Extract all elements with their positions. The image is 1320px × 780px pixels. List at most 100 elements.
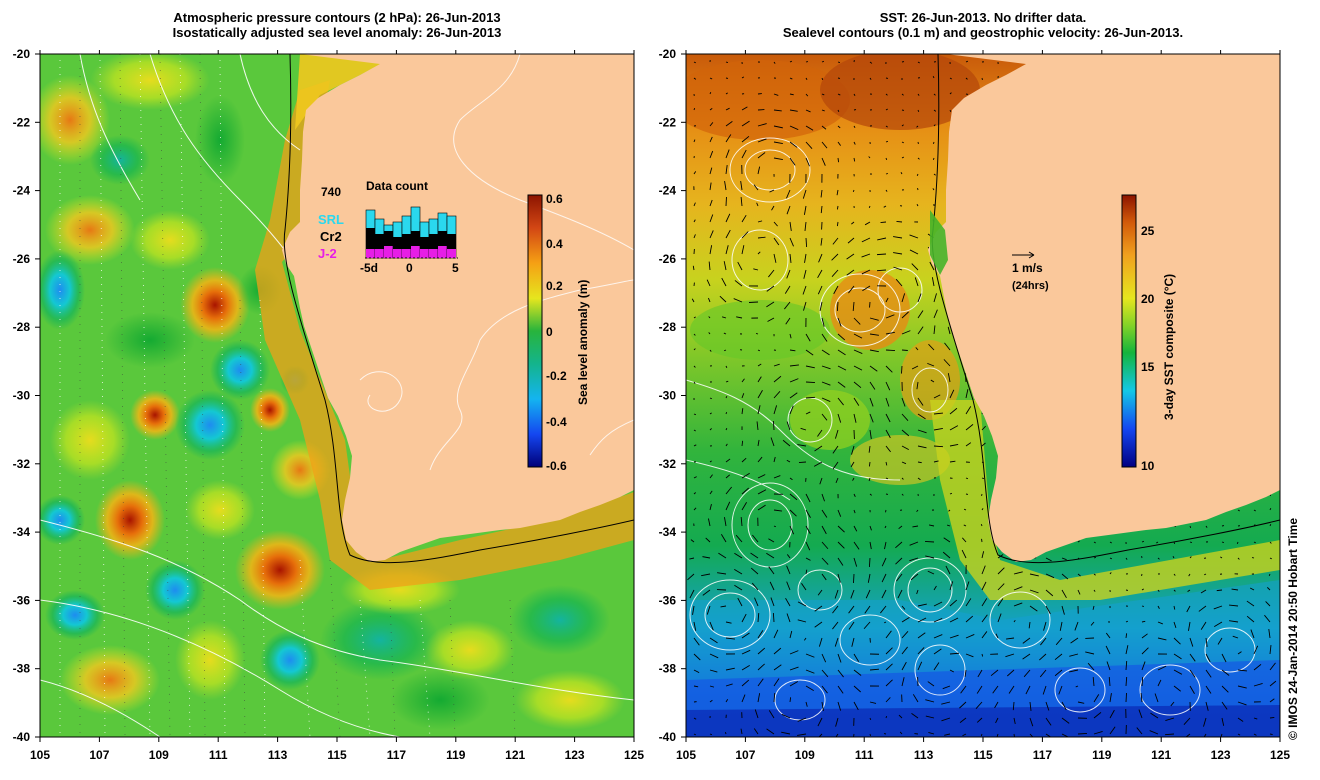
velocity-vector — [709, 685, 715, 688]
velocity-vector — [901, 141, 904, 144]
y-tick-label: -24 — [13, 184, 31, 198]
x-tick-label: 119 — [1092, 748, 1112, 762]
velocity-vector — [1125, 676, 1128, 687]
velocity-vector — [1203, 733, 1207, 737]
velocity-vector — [757, 166, 761, 175]
velocity-vector — [701, 573, 711, 577]
velocity-vector — [740, 181, 743, 191]
velocity-vector — [725, 396, 728, 399]
data-count-xtick-5: 5 — [452, 261, 459, 275]
velocity-vector — [1253, 733, 1257, 736]
velocity-vector — [821, 125, 827, 130]
velocity-vector — [1156, 541, 1159, 544]
velocity-vector — [1205, 669, 1212, 678]
velocity-vector — [741, 440, 744, 447]
velocity-vector — [1229, 620, 1239, 623]
velocity-vector — [853, 333, 863, 339]
velocity-vector — [1043, 621, 1047, 631]
velocity-vector — [1173, 605, 1176, 610]
velocity-vector — [773, 678, 780, 687]
velocity-vector — [948, 509, 951, 512]
velocity-vector — [1236, 541, 1239, 545]
velocity-vector — [725, 667, 735, 671]
velocity-vector — [910, 573, 919, 581]
velocity-vector — [814, 621, 823, 628]
velocity-vector — [1077, 589, 1081, 595]
velocity-vector — [707, 518, 711, 527]
velocity-vector — [785, 597, 791, 607]
velocity-vector — [693, 413, 697, 416]
velocity-vector — [916, 381, 919, 390]
velocity-vector — [853, 685, 862, 693]
velocity-vector — [901, 616, 910, 623]
velocity-vector — [1039, 653, 1047, 661]
velocity-vector — [836, 221, 839, 227]
velocity-vector — [947, 524, 951, 527]
velocity-vector — [995, 633, 999, 639]
y-tick-label: -20 — [659, 47, 677, 61]
velocity-vector — [821, 157, 826, 166]
velocity-vector — [868, 445, 871, 453]
velocity-vector — [805, 93, 809, 97]
velocity-vector — [757, 612, 760, 623]
velocity-vector — [853, 141, 856, 145]
velocity-vector — [864, 221, 871, 226]
velocity-vector — [901, 677, 905, 687]
velocity-vector — [1061, 717, 1070, 724]
velocity-vector — [725, 486, 733, 495]
velocity-vector — [773, 221, 778, 227]
velocity-vector — [933, 141, 935, 145]
velocity-vector — [864, 605, 871, 614]
velocity-vector — [721, 316, 727, 319]
velocity-vector — [884, 621, 887, 624]
velocity-vector — [1237, 509, 1240, 512]
velocity-vector — [741, 649, 751, 655]
velocity-vector — [932, 188, 935, 191]
velocity-vector — [901, 493, 904, 496]
velocity-vector — [869, 413, 874, 423]
velocity-vector — [961, 537, 967, 543]
velocity-vector — [911, 712, 919, 719]
velocity-vector — [837, 701, 842, 711]
velocity-vector — [755, 333, 759, 335]
velocity-vector — [741, 502, 747, 511]
velocity-vector — [893, 252, 903, 255]
velocity-vector — [853, 733, 855, 737]
velocity-vector — [1200, 589, 1207, 594]
y-tick-label: -32 — [659, 457, 677, 471]
velocity-vector — [741, 472, 750, 479]
velocity-vector — [901, 477, 904, 480]
velocity-vector — [1061, 605, 1065, 615]
velocity-vector — [821, 60, 825, 63]
velocity-vector — [1077, 573, 1081, 577]
velocity-vector — [835, 733, 839, 737]
velocity-vector — [1213, 605, 1223, 610]
velocity-vector — [1186, 605, 1191, 613]
velocity-vector — [1200, 621, 1207, 630]
velocity-vector — [1005, 653, 1015, 658]
velocity-vector — [853, 157, 856, 162]
velocity-vector — [1141, 661, 1146, 671]
x-tick-label: 123 — [1211, 748, 1231, 762]
velocity-vector — [818, 637, 823, 647]
velocity-vector — [837, 509, 842, 517]
velocity-vector — [1221, 669, 1230, 676]
velocity-vector — [805, 509, 811, 519]
velocity-vector — [832, 445, 839, 454]
velocity-vector — [909, 249, 919, 255]
velocity-vector — [1189, 556, 1192, 559]
velocity-vector — [1157, 605, 1160, 609]
velocity-vector — [869, 317, 879, 321]
velocity-vector — [1125, 633, 1128, 639]
velocity-vector — [869, 397, 874, 407]
velocity-vector — [1109, 557, 1113, 560]
velocity-vector — [805, 109, 811, 113]
velocity-vector — [1138, 709, 1143, 719]
velocity-vector — [782, 439, 791, 447]
velocity-vector — [693, 733, 696, 736]
velocity-vector — [949, 617, 959, 623]
velocity-vector — [949, 77, 952, 80]
velocity-vector — [880, 605, 887, 614]
velocity-vector — [868, 156, 871, 159]
velocity-vector — [965, 598, 972, 607]
